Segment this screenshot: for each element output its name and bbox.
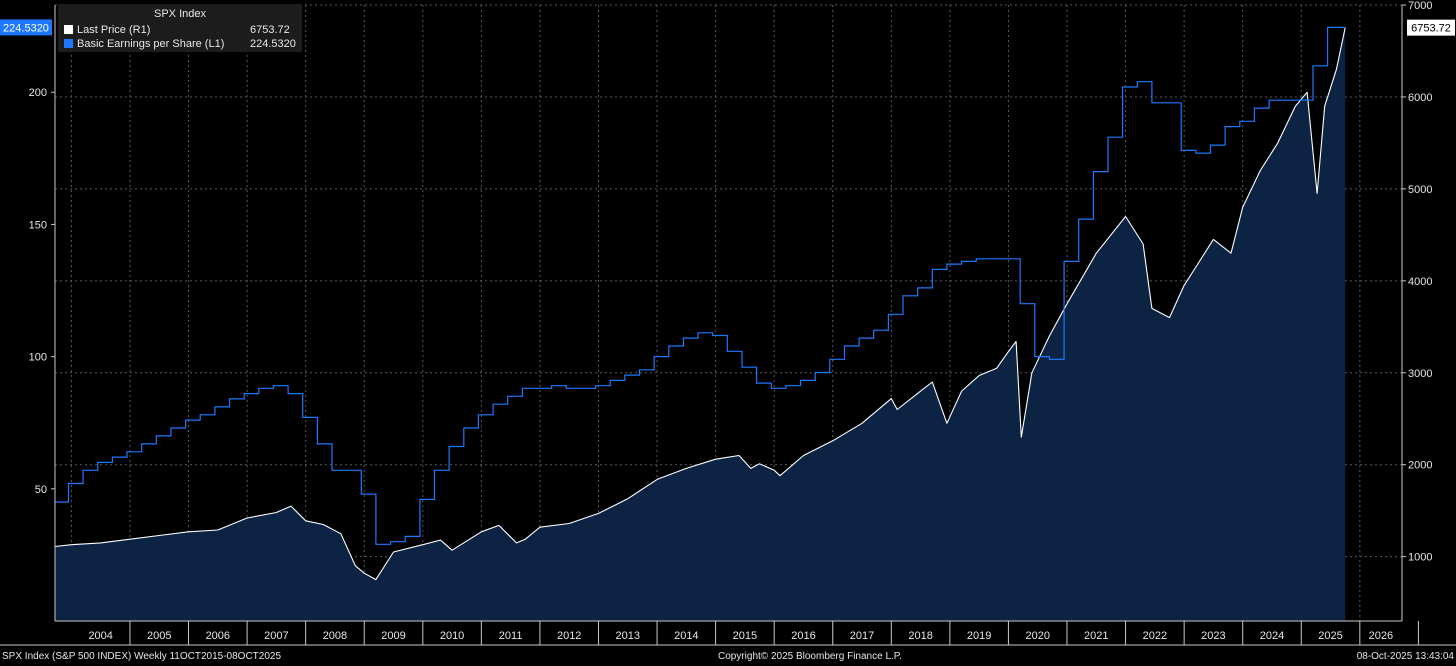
white-square-icon [64,25,73,34]
right-tick-label: 3000 [1408,368,1432,380]
legend-label-last-price: Last Price (R1) [77,24,151,36]
right-tick-label: 6000 [1408,92,1432,104]
eps-step-line [55,26,1346,545]
left-tick-label: 200 [29,87,47,99]
legend-title: SPX Index [154,8,206,20]
x-tick-label: 2020 [1025,630,1049,642]
footer-copyright: Copyright© 2025 Bloomberg Finance L.P. [718,651,902,662]
right-tick-label: 7000 [1408,0,1432,12]
eps-last-value-label: 224.5320 [3,22,49,34]
x-tick-label: 2015 [733,630,757,642]
footer-timestamp: 08-Oct-2025 13:43:04 [1356,651,1454,662]
right-tick-label: 5000 [1408,184,1432,196]
x-tick-label: 2013 [616,630,640,642]
right-tick-label: 2000 [1408,460,1432,472]
x-tick-label: 2010 [440,630,464,642]
x-tick-label: 2026 [1369,630,1393,642]
footer-security-info: SPX Index (S&P 500 INDEX) Weekly 11OCT20… [2,651,282,662]
legend-item-last-price: Last Price (R1) 6753.72 [64,24,290,36]
price-last-value-flag [1407,19,1455,36]
left-tick-label: 50 [35,484,47,496]
x-tick-label: 2005 [147,630,171,642]
left-tick-label: 150 [29,219,47,231]
x-tick-label: 2023 [1201,630,1225,642]
x-tick-label: 2008 [323,630,347,642]
x-tick-label: 2021 [1084,630,1108,642]
x-tick-label: 2014 [674,630,698,642]
x-tick-label: 2024 [1260,630,1284,642]
x-tick-label: 2009 [381,630,405,642]
x-tick-label: 2025 [1318,630,1342,642]
x-tick-label: 2007 [264,630,288,642]
left-tick-label: 100 [29,352,47,364]
price-area [55,27,1346,622]
right-tick-label: 4000 [1408,276,1432,288]
blue-square-icon [64,39,73,48]
x-tick-label: 2011 [499,630,523,642]
legend-item-eps: Basic Earnings per Share (L1) 224.5320 [64,38,296,50]
legend-value-eps: 224.5320 [250,38,296,50]
x-tick-label: 2012 [557,630,581,642]
right-tick-label: 1000 [1408,552,1432,564]
x-tick-label: 2018 [908,630,932,642]
axes-layer: 50 100 150 200 1000 2000 3000 4000 5000 6000 7000 2… [0,0,1456,646]
series-layer [54,26,1346,622]
legend-value-last-price: 6753.72 [250,24,290,36]
price-last-value-label: 6753.72 [1411,23,1451,35]
x-tick-label: 2016 [791,630,815,642]
x-tick-label: 2006 [206,630,230,642]
eps-last-value-flag [0,19,52,36]
x-tick-label: 2004 [88,630,112,642]
x-tick-label: 2019 [967,630,991,642]
price-line [54,27,1346,581]
legend-label-eps: Basic Earnings per Share (L1) [77,38,225,50]
legend: SPX Index Last Price (R1) 6753.72 Basic … [58,4,302,52]
x-tick-label: 2017 [850,630,874,642]
x-tick-label: 2022 [1143,630,1167,642]
